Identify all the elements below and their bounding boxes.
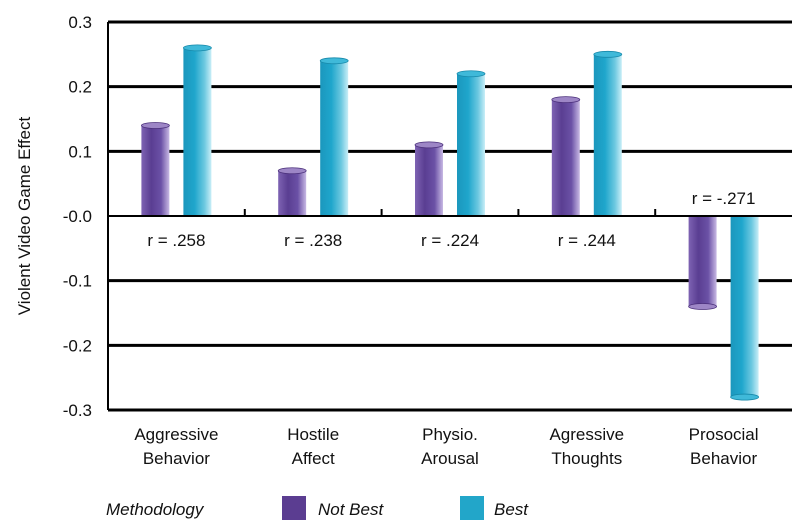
bar-best [730,216,759,398]
bar-not-best [278,170,307,216]
legend: Methodology Not Best Best [106,496,529,520]
data-label: r = .244 [558,231,616,250]
bar-cap [277,167,307,175]
axis: 0.3 0.2 0.1 -0.0 -0.1 -0.2 -0.3 [63,13,792,420]
bar-best [183,47,212,216]
bar-best [320,60,349,216]
x-tick-label: Affect [292,449,335,468]
labels: Aggressive Behavior r = .258 Hostile Affect r… [15,116,759,468]
legend-label: Best [494,500,529,519]
bar-cap [182,44,212,52]
y-tick-label: 0.2 [68,78,92,97]
y-tick-label: -0.0 [63,207,92,226]
y-tick-label: 0.1 [68,142,92,161]
legend-swatch-not-best [282,496,306,520]
x-tick-label: Hostile [287,425,339,444]
bar-cap [551,96,581,103]
bar-not-best [551,99,580,216]
bar-not-best [688,216,717,307]
legend-label: Not Best [318,500,384,519]
data-label: r = .224 [421,231,479,250]
bar-not-best [415,144,443,216]
y-tick-label: -0.2 [63,336,92,355]
bar-cap [414,141,444,149]
x-tick-label: Behavior [690,449,757,468]
x-tick-label: Behavior [143,449,210,468]
y-tick-label: -0.3 [63,401,92,420]
x-tick-label: Aggressive [134,425,218,444]
x-tick-label: Arousal [421,449,479,468]
data-label: r = -.271 [692,189,756,208]
bar-cap [319,57,349,65]
legend-swatch-best [460,496,484,520]
gridlines [108,20,792,412]
bar-cap [593,50,623,58]
legend-title: Methodology [106,500,205,519]
data-label: r = .238 [284,231,342,250]
bar-best [593,54,622,217]
x-tick-label: Thoughts [551,449,622,468]
x-tick-label: Agressive [549,425,624,444]
bar-cap [140,122,170,129]
bar-cap [688,303,717,310]
bar-cap [456,70,486,78]
bars [140,44,759,401]
y-tick-label: -0.1 [63,272,92,291]
data-label: r = .258 [147,231,205,250]
bar-not-best [141,125,170,216]
x-tick-label: Prosocial [689,425,759,444]
x-tick-label: Physio. [422,425,478,444]
y-tick-label: 0.3 [68,13,92,32]
bar-best [457,73,485,216]
bar-cap [730,393,759,401]
y-axis-label: Violent Video Game Effect [15,116,34,315]
